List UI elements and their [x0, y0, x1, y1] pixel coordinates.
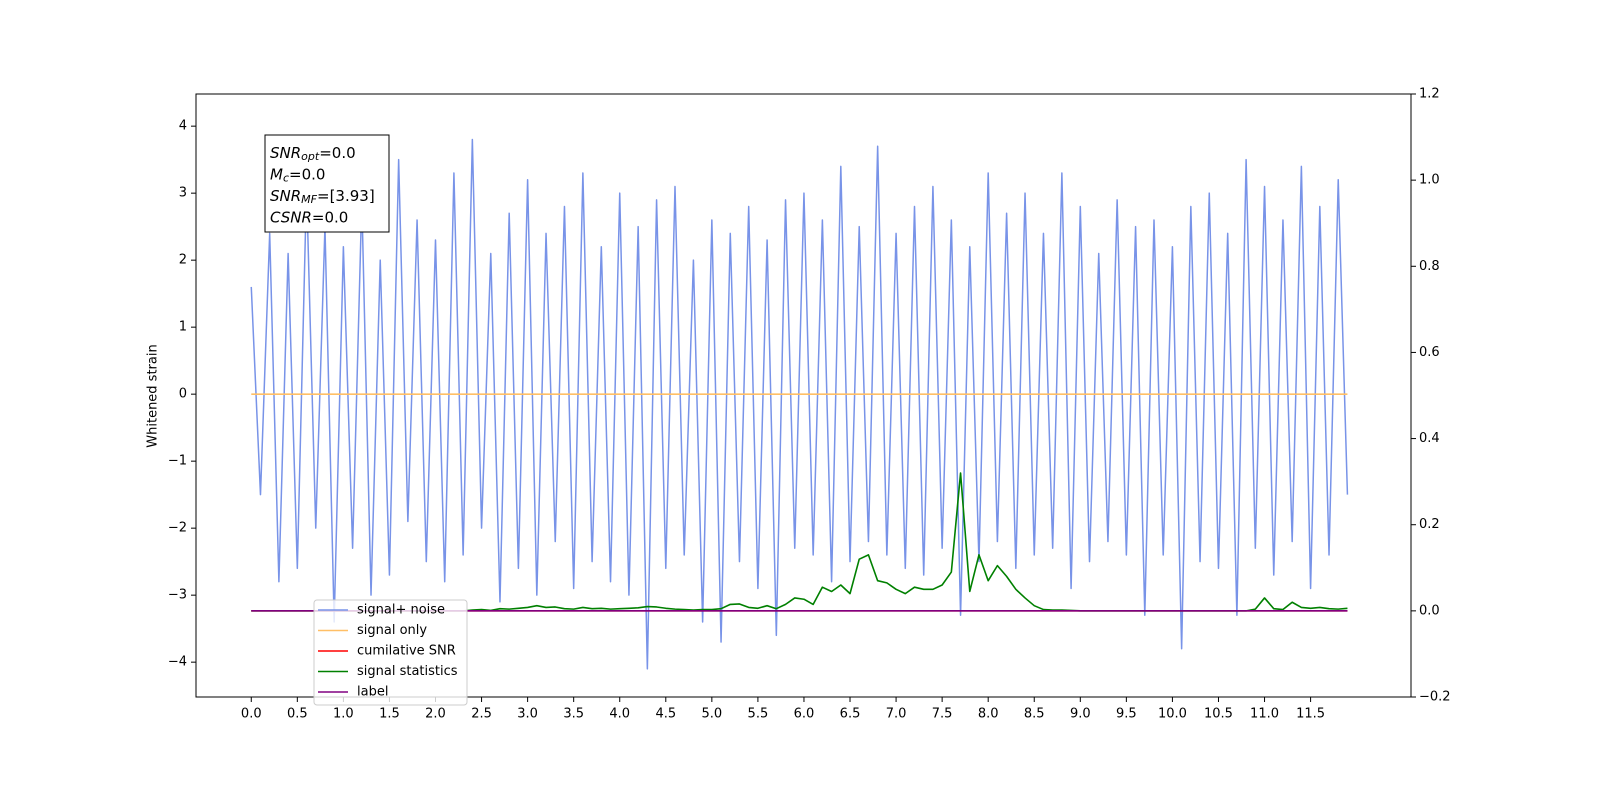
x-tick-label: 6.5 [840, 707, 861, 722]
x-tick-label: 2.5 [471, 707, 492, 722]
legend: signal+ noise signal only cumilative SNR si… [313, 599, 468, 706]
y-tick-label: 1 [179, 320, 187, 335]
x-tick-label: 7.0 [886, 707, 907, 722]
y2-tick-label: 1.2 [1419, 87, 1440, 102]
x-tick-label: 3.0 [517, 707, 538, 722]
x-tick-label: 9.5 [1116, 707, 1137, 722]
legend-label: cumilative SNR [357, 644, 456, 659]
annotation-value: =[3.93] [317, 187, 375, 205]
x-tick-label: 1.0 [333, 707, 354, 722]
annotation-line: SNRMF=[3.93] [270, 187, 375, 207]
y-tick-label: 3 [179, 186, 187, 201]
y2-tick-label: 1.0 [1419, 173, 1440, 188]
x-tick-label: 9.0 [1070, 707, 1091, 722]
y-tick-label: −2 [168, 521, 187, 536]
x-tick-label: 0.5 [287, 707, 308, 722]
annotation-name: CSNR [270, 208, 312, 226]
y-tick-label: −3 [168, 588, 187, 603]
annotation-subscript: opt [301, 150, 320, 163]
series-line [250, 138, 1349, 670]
x-tick-label: 5.0 [702, 707, 723, 722]
legend-label: signal+ noise [357, 603, 445, 618]
y2-tick-label: −0.2 [1419, 690, 1451, 705]
x-tick-label: 5.5 [748, 707, 769, 722]
y-tick-label: −4 [168, 655, 187, 670]
x-tick-label: 0.0 [241, 707, 262, 722]
y2-tick-label: 0.8 [1419, 259, 1440, 274]
x-tick-label: 10.0 [1158, 707, 1187, 722]
annotation-value: =0.0 [289, 165, 325, 183]
annotation-subscript: MF [301, 193, 317, 206]
legend-label: signal only [357, 623, 427, 638]
y-tick-label: −1 [168, 454, 187, 469]
x-tick-label: 8.0 [978, 707, 999, 722]
x-tick-label: 11.0 [1250, 707, 1279, 722]
annotation-name: M [270, 165, 283, 183]
annotation-box [264, 134, 390, 233]
y2-tick-label: 0.6 [1419, 345, 1440, 360]
x-tick-label: 4.0 [609, 707, 630, 722]
x-tick-label: 8.5 [1024, 707, 1045, 722]
legend-label: label [357, 685, 388, 700]
y2-tick-label: 0.0 [1419, 603, 1440, 618]
annotation-value: =0.0 [319, 144, 355, 162]
y-tick-label: 2 [179, 253, 187, 268]
y-tick-label: 4 [179, 119, 187, 134]
x-tick-label: 10.5 [1204, 707, 1233, 722]
x-tick-label: 2.0 [425, 707, 446, 722]
x-tick-label: 11.5 [1296, 707, 1325, 722]
annotation-line: CSNR=0.0 [270, 208, 348, 226]
x-tick-label: 3.5 [563, 707, 584, 722]
annotation-name: SNR [270, 187, 301, 205]
y2-tick-label: 0.2 [1419, 517, 1440, 532]
x-tick-label: 7.5 [932, 707, 953, 722]
annotation-line: Mc=0.0 [270, 165, 325, 185]
x-tick-label: 4.5 [655, 707, 676, 722]
legend-box [313, 599, 468, 706]
y-tick-label: 0 [179, 387, 187, 402]
x-tick-label: 6.0 [794, 707, 815, 722]
legend-label: signal statistics [357, 664, 458, 679]
y-axis-label: Whitened strain [146, 344, 161, 447]
annotation-subscript: c [283, 172, 289, 185]
annotation-line: SNRopt=0.0 [270, 144, 356, 164]
annotation-value: =0.0 [312, 208, 348, 226]
y2-tick-label: 0.4 [1419, 431, 1440, 446]
x-tick-label: 1.5 [379, 707, 400, 722]
ticks: 0.0 0.5 1.0 1.5 2.0 2.5 3.0 3.5 4.0 4.5 5.0 5.5 6.0 6… [168, 87, 1451, 722]
annotation-name: SNR [270, 144, 301, 162]
